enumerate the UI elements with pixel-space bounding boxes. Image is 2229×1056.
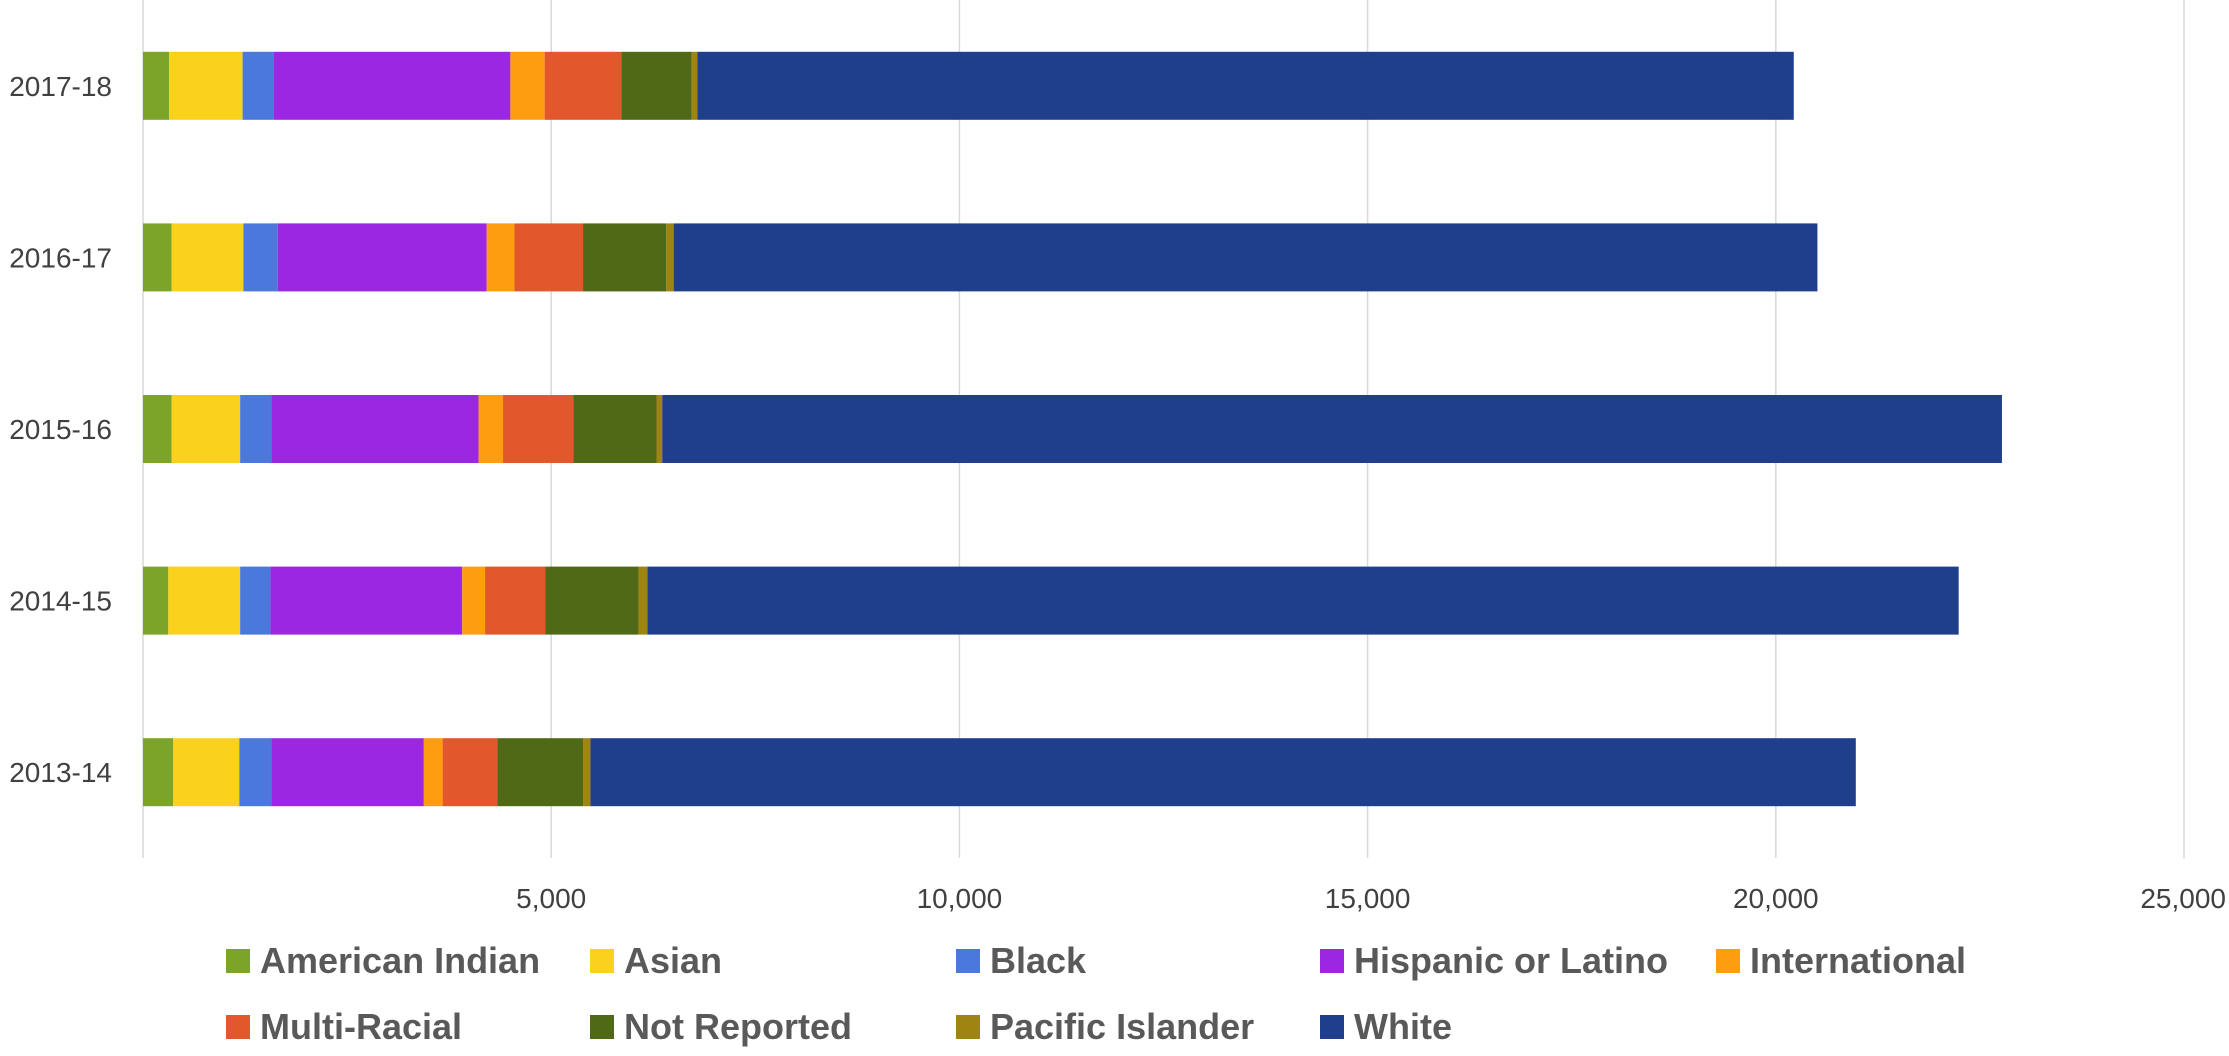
legend-item-not-reported: Not Reported <box>590 1006 852 1048</box>
stacked-bar-chart: 2017-18 2016-17 2015-16 2014-15 2013-14 5,00… <box>9 0 2226 914</box>
bar-2015-16-black <box>240 395 272 463</box>
y-tick-label: 2017-18 <box>9 71 112 102</box>
bar-2015-16-not-reported <box>573 395 657 463</box>
bar-2013-14-multi-racial <box>442 738 498 807</box>
legend-swatch <box>1320 949 1344 973</box>
bar-2014-15-american-indian <box>143 566 169 635</box>
legend-label: Asian <box>624 940 723 981</box>
bar-2013-14-american-indian <box>143 738 174 807</box>
legend-item-asian: Asian <box>590 940 722 982</box>
legend-label: International <box>1750 940 1967 981</box>
legend-swatch <box>590 1015 614 1039</box>
bar-2013-14-pacific-islander <box>583 738 591 807</box>
bar-2017-18-white <box>697 51 1794 120</box>
bar-group-2015-16 <box>143 395 2002 463</box>
legend-swatch <box>956 949 980 973</box>
bar-2016-17-american-indian <box>143 223 172 292</box>
legend-swatch <box>1320 1015 1344 1039</box>
bar-2013-14-hispanic-or-latino <box>271 738 424 807</box>
bar-2015-16-american-indian <box>143 395 172 463</box>
legend-label: Not Reported <box>624 1006 852 1047</box>
bars <box>143 51 2002 807</box>
bar-2013-14-white <box>590 738 1856 807</box>
bar-2017-18-black <box>242 51 274 120</box>
x-tick-label: 10,000 <box>917 883 1003 914</box>
bar-2013-14-asian <box>173 738 240 807</box>
bar-2015-16-asian <box>171 395 241 463</box>
y-tick-label: 2015-16 <box>9 414 112 445</box>
bar-2014-15-black <box>240 566 271 635</box>
legend: American Indian Asian Black Hispanic or Lat… <box>226 940 2126 1056</box>
legend-swatch <box>1716 949 1740 973</box>
legend-label: Multi-Racial <box>260 1006 463 1047</box>
bar-2014-15-international <box>462 566 486 635</box>
y-axis-labels: 2017-18 2016-17 2015-16 2014-15 2013-14 <box>9 71 112 788</box>
y-tick-label: 2014-15 <box>9 586 112 617</box>
bar-2014-15-white <box>647 566 1959 635</box>
bar-2016-17-pacific-islander <box>666 223 674 292</box>
bar-2015-16-white <box>662 395 2002 463</box>
bar-2014-15-not-reported <box>545 566 639 635</box>
bar-2017-18-international <box>510 51 545 120</box>
legend-label: Hispanic or Latino <box>1354 940 1669 981</box>
bar-group-2017-18 <box>143 51 1794 120</box>
bar-2017-18-american-indian <box>143 51 170 120</box>
legend-item-international: International <box>1716 940 1966 982</box>
legend-item-american-indian: American Indian <box>226 940 540 982</box>
bar-2017-18-hispanic-or-latino <box>273 51 511 120</box>
bar-2014-15-asian <box>168 566 241 635</box>
y-tick-label: 2013-14 <box>9 757 112 788</box>
bar-2016-17-international <box>486 223 515 292</box>
legend-label: Pacific Islander <box>990 1006 1255 1047</box>
x-tick-label: 5,000 <box>516 883 586 914</box>
bar-2017-18-not-reported <box>621 51 692 120</box>
bar-2016-17-white <box>673 223 1818 292</box>
bar-2015-16-pacific-islander <box>656 395 663 463</box>
legend-item-hispanic-or-latino: Hispanic or Latino <box>1320 940 1668 982</box>
bar-2017-18-pacific-islander <box>691 51 698 120</box>
x-tick-label: 20,000 <box>1733 883 1819 914</box>
bar-2017-18-asian <box>169 51 243 120</box>
legend-item-black: Black <box>956 940 1086 982</box>
bar-group-2014-15 <box>143 566 1959 635</box>
y-tick-label: 2016-17 <box>9 242 112 273</box>
x-axis-labels: 5,000 10,000 15,000 20,000 25,000 <box>516 883 2226 914</box>
x-tick-label: 15,000 <box>1325 883 1411 914</box>
bar-2013-14-black <box>239 738 272 807</box>
legend-swatch <box>226 949 250 973</box>
legend-item-pacific-islander: Pacific Islander <box>956 1006 1254 1048</box>
bar-2016-17-hispanic-or-latino <box>277 223 487 292</box>
bar-2016-17-black <box>243 223 278 292</box>
bar-2015-16-international <box>478 395 504 463</box>
legend-swatch <box>590 949 614 973</box>
bar-2016-17-not-reported <box>583 223 667 292</box>
legend-label: American Indian <box>260 940 541 981</box>
bar-2016-17-asian <box>171 223 244 292</box>
bar-2014-15-pacific-islander <box>638 566 648 635</box>
x-tick-label: 25,000 <box>2140 883 2226 914</box>
bar-2013-14-international <box>423 738 443 807</box>
legend-item-white: White <box>1320 1006 1452 1048</box>
bar-2016-17-multi-racial <box>514 223 584 292</box>
legend-swatch <box>956 1015 980 1039</box>
bar-group-2016-17 <box>143 223 1818 292</box>
bar-2015-16-hispanic-or-latino <box>271 395 479 463</box>
bar-2013-14-not-reported <box>497 738 584 807</box>
bar-2017-18-multi-racial <box>544 51 622 120</box>
bar-2014-15-multi-racial <box>485 566 546 635</box>
bar-2014-15-hispanic-or-latino <box>270 566 463 635</box>
bar-2015-16-multi-racial <box>503 395 574 463</box>
legend-label: Black <box>990 940 1087 981</box>
legend-item-multi-racial: Multi-Racial <box>226 1006 462 1048</box>
bar-group-2013-14 <box>143 738 1856 807</box>
legend-label: White <box>1354 1006 1452 1047</box>
legend-swatch <box>226 1015 250 1039</box>
